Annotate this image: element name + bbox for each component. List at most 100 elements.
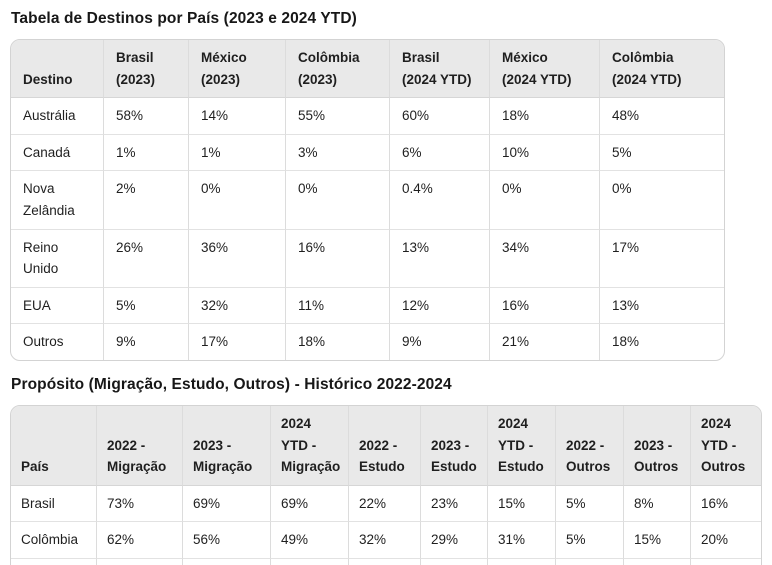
value-cell: 34% xyxy=(490,229,600,288)
value-cell: 38% xyxy=(488,558,556,565)
value-cell: 18% xyxy=(490,98,600,135)
table-row: México57%36%42%38%27%38%4%37%20% xyxy=(11,558,761,565)
value-cell: 57% xyxy=(97,558,183,565)
value-cell: 62% xyxy=(97,522,183,559)
value-cell: 73% xyxy=(97,485,183,523)
row-label-cell: Brasil xyxy=(11,485,97,523)
row-label-cell: Austrália xyxy=(11,98,104,135)
row-label-cell: Canadá xyxy=(11,134,104,172)
column-header-cell: Colômbia (2023) xyxy=(286,40,390,99)
destinations-table-body: Austrália 58% 14% 55% 60% 18% 48% Canadá 1% 1% 3% 6… xyxy=(11,98,724,360)
value-cell: 0% xyxy=(600,171,724,230)
value-cell: 1% xyxy=(189,134,286,172)
value-cell: 58% xyxy=(104,98,189,135)
purpose-table-container: País 2022 - Migração 2023 - Migração 2024 Y… xyxy=(10,404,762,565)
table-row: Canadá 1% 1% 3% 6% 10% 5% xyxy=(11,134,724,172)
value-cell: 13% xyxy=(600,288,724,325)
column-header-cell: Destino xyxy=(11,40,104,99)
table-row: Reino Unido 26% 36% 16% 13% 34% 17% xyxy=(11,229,724,288)
value-cell: 22% xyxy=(349,485,421,523)
value-cell: 5% xyxy=(556,522,624,559)
row-label-cell: Outros xyxy=(11,324,104,360)
value-cell: 13% xyxy=(390,229,490,288)
value-cell: 38% xyxy=(349,558,421,565)
column-header-cell: México (2023) xyxy=(189,40,286,99)
table-row: EUA 5% 32% 11% 12% 16% 13% xyxy=(11,287,724,325)
value-cell: 56% xyxy=(183,522,271,559)
value-cell: 36% xyxy=(189,229,286,288)
value-cell: 0% xyxy=(189,171,286,230)
value-cell: 18% xyxy=(286,324,390,360)
column-header-cell: 2024 YTD - Estudo xyxy=(488,405,556,486)
column-header-cell: 2022 - Outros xyxy=(556,405,624,486)
row-label-cell: Colômbia xyxy=(11,522,97,559)
destinations-table: Destino Brasil (2023) México (2023) Colômbi… xyxy=(11,40,724,360)
value-cell: 10% xyxy=(490,134,600,172)
destinations-table-container: Destino Brasil (2023) México (2023) Colômbi… xyxy=(10,39,725,361)
value-cell: 8% xyxy=(624,485,691,523)
column-header-cell: México (2024 YTD) xyxy=(490,40,600,99)
purpose-table: País 2022 - Migração 2023 - Migração 2024 Y… xyxy=(11,405,761,565)
value-cell: 2% xyxy=(104,171,189,230)
value-cell: 15% xyxy=(624,522,691,559)
section-divider-space xyxy=(10,361,762,374)
value-cell: 32% xyxy=(349,522,421,559)
value-cell: 14% xyxy=(189,98,286,135)
value-cell: 12% xyxy=(390,287,490,325)
row-label-cell: EUA xyxy=(11,287,104,325)
value-cell: 69% xyxy=(183,485,271,523)
value-cell: 0.4% xyxy=(390,171,490,230)
value-cell: 37% xyxy=(624,558,691,565)
value-cell: 5% xyxy=(104,287,189,325)
column-header-cell: País xyxy=(11,405,97,486)
purpose-table-title: Propósito (Migração, Estudo, Outros) - H… xyxy=(11,375,452,393)
column-header-cell: 2022 - Migração xyxy=(97,405,183,486)
table-row: Austrália 58% 14% 55% 60% 18% 48% xyxy=(11,98,724,135)
row-label-cell: Nova Zelândia xyxy=(11,171,104,230)
table-row: Colômbia 62% 56% 49% 32% 29% 31% 5% 15% 20% xyxy=(11,522,761,559)
value-cell: 16% xyxy=(286,229,390,288)
value-cell: 15% xyxy=(488,485,556,523)
value-cell: 17% xyxy=(600,230,724,288)
value-cell: 26% xyxy=(104,229,189,288)
value-cell: 29% xyxy=(421,522,488,559)
value-cell: 49% xyxy=(271,522,349,559)
destinations-table-header: Destino Brasil (2023) México (2023) Colômbi… xyxy=(11,40,724,99)
value-cell: 11% xyxy=(286,287,390,325)
value-cell: 16% xyxy=(691,486,761,523)
value-cell: 20% xyxy=(691,522,761,559)
destinations-table-title: Tabela de Destinos por País (2023 e 2024… xyxy=(11,10,357,27)
value-cell: 48% xyxy=(600,98,724,135)
purpose-table-body: Brasil 73% 69% 69% 22% 23% 15% 5% 8% 16% Colômbia 6… xyxy=(11,485,761,565)
table-row: Brasil 73% 69% 69% 22% 23% 15% 5% 8% 16% xyxy=(11,485,761,523)
value-cell: 5% xyxy=(556,485,624,523)
value-cell: 16% xyxy=(490,287,600,325)
column-header-cell: 2023 - Migração xyxy=(183,405,271,486)
value-cell: 4% xyxy=(556,558,624,565)
purpose-table-header: País 2022 - Migração 2023 - Migração 2024 Y… xyxy=(11,405,761,486)
column-header-cell: 2023 - Outros xyxy=(624,405,691,486)
column-header-cell: 2024 YTD - Migração xyxy=(271,405,349,486)
column-header-cell: 2022 - Estudo xyxy=(349,405,421,486)
value-cell: 31% xyxy=(488,522,556,559)
row-label-cell: Reino Unido xyxy=(11,229,104,288)
value-cell: 18% xyxy=(612,334,640,350)
value-cell: 32% xyxy=(189,287,286,325)
value-cell: 60% xyxy=(390,98,490,135)
value-cell: 36% xyxy=(183,558,271,565)
value-cell: 9% xyxy=(390,324,490,360)
value-cell: 6% xyxy=(390,134,490,172)
value-cell: 17% xyxy=(189,324,286,360)
value-cell: 69% xyxy=(271,485,349,523)
value-cell: 5% xyxy=(600,135,724,172)
value-cell: 3% xyxy=(286,134,390,172)
value-cell: 27% xyxy=(421,558,488,565)
value-cell: 9% xyxy=(104,324,189,360)
value-cell: 23% xyxy=(421,485,488,523)
value-cell: 20% xyxy=(691,559,761,565)
value-cell: 42% xyxy=(271,558,349,565)
column-header-cell: 2023 - Estudo xyxy=(421,405,488,486)
row-label-cell: México xyxy=(11,558,97,565)
table-row: Nova Zelândia 2% 0% 0% 0.4% 0% 0% xyxy=(11,171,724,230)
